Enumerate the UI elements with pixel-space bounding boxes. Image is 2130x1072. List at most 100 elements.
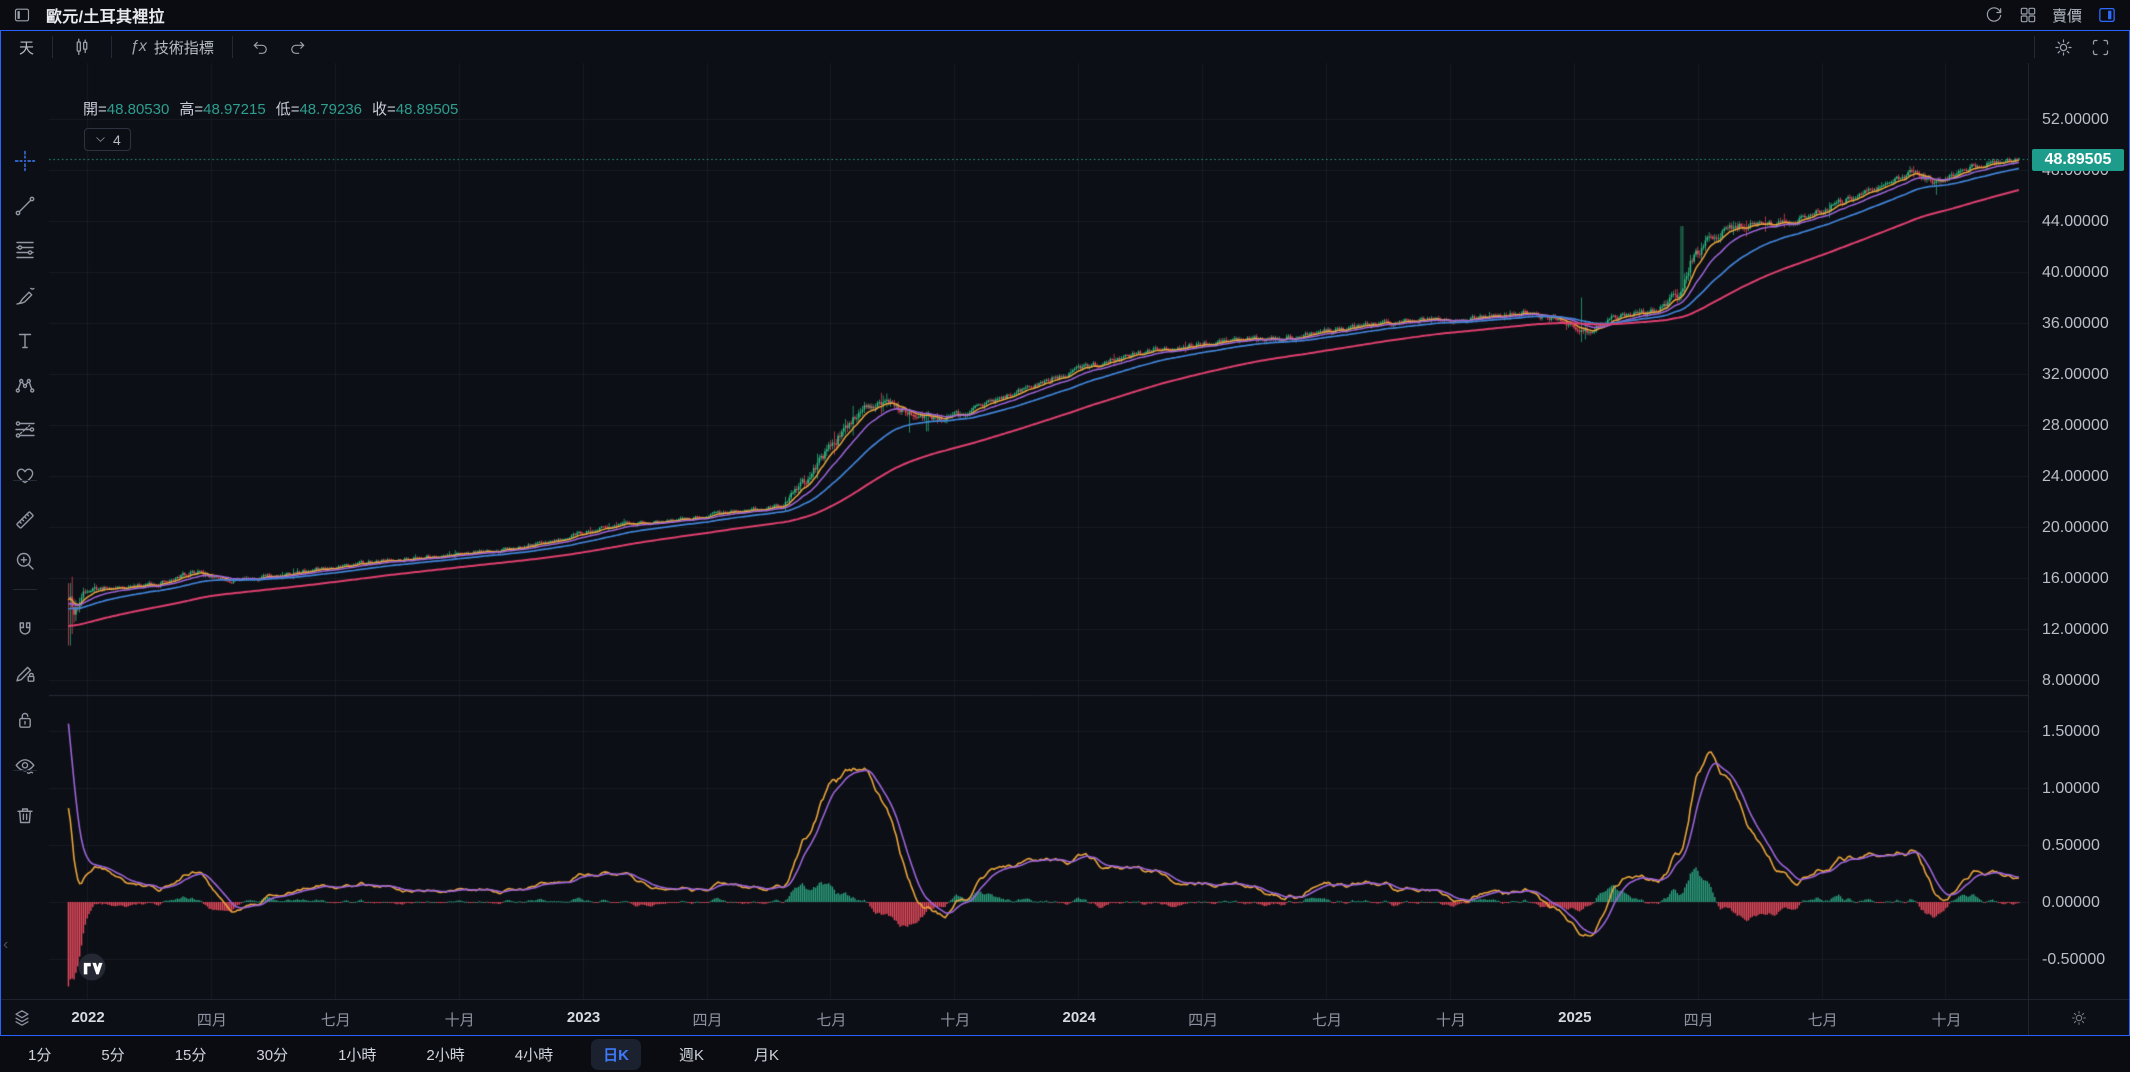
layers-icon[interactable] (11, 1007, 33, 1029)
chevron-down-icon (94, 133, 107, 146)
price-tick: 36.00000 (2042, 315, 2109, 332)
legend-value: 48.79236 (299, 101, 363, 118)
time-tick-month: 七月 (320, 1012, 351, 1029)
toolbar-divider (13, 480, 37, 481)
legend-value: 48.89505 (395, 101, 459, 118)
redo-button[interactable] (279, 33, 315, 61)
gear-small-icon (2070, 1009, 2088, 1027)
interval-button-月K[interactable]: 月K (742, 1039, 791, 1070)
toolbar-separator (52, 36, 54, 58)
time-tick-year: 2023 (566, 1009, 601, 1026)
fullscreen-icon (2090, 37, 2111, 58)
xabcd-pattern-icon (13, 373, 37, 397)
price-tick: 8.00000 (2042, 672, 2100, 689)
chart-canvas[interactable] (49, 63, 2028, 999)
lock-icon (13, 708, 37, 732)
price-tick: 20.00000 (2042, 519, 2109, 536)
interval-button[interactable]: 天 (11, 33, 42, 62)
price-tick: 0.50000 (2042, 837, 2100, 854)
trend-line-tool-button[interactable] (9, 190, 41, 222)
legend-key: 高= (179, 101, 204, 118)
settings-button[interactable] (2045, 33, 2082, 62)
indicators-collapse-button[interactable]: 4 (84, 128, 131, 151)
text-tool-button[interactable] (9, 325, 41, 357)
interval-button-5分[interactable]: 5分 (89, 1039, 136, 1070)
scroll-left-hint[interactable]: ‹ (3, 936, 9, 953)
price-tick: 0.00000 (2042, 894, 2100, 911)
brush-tool-button[interactable] (9, 280, 41, 312)
gear-icon (2053, 37, 2074, 58)
time-tick-year: 2025 (1558, 1009, 1592, 1026)
ohlc-legend: 開=48.80530 高=48.97215 低=48.79236 收=48.89505 (83, 98, 468, 119)
interval-button-4小時[interactable]: 4小時 (503, 1039, 565, 1070)
drawing-lock-tool-button[interactable] (9, 657, 41, 689)
time-tick-month: 十月 (1931, 1012, 1962, 1029)
interval-button-30分[interactable]: 30分 (244, 1039, 300, 1070)
toolbar-separator (111, 36, 113, 58)
interval-button-2小時[interactable]: 2小時 (414, 1039, 476, 1070)
trash-icon (13, 803, 37, 827)
indicators-button[interactable]: ƒx 技術指標 (122, 33, 222, 62)
toolbar-separator (2034, 36, 2035, 58)
layout-grid-icon[interactable] (2018, 5, 2038, 25)
emoji-tool-button[interactable] (9, 459, 41, 491)
price-tick: 32.00000 (2042, 366, 2109, 383)
eye-tool-button[interactable] (9, 749, 41, 781)
interval-button-日K[interactable]: 日K (591, 1038, 641, 1070)
long-position-icon (13, 418, 37, 442)
panel-right-icon[interactable] (2096, 4, 2118, 26)
interval-button-週K[interactable]: 週K (667, 1039, 716, 1070)
price-scale[interactable]: 48.89505 52.0000048.0000044.0000040.0000… (2028, 63, 2129, 999)
long-position-tool-button[interactable] (9, 414, 41, 446)
app-header: 歐元/土耳其裡拉 賣價 (0, 0, 2130, 30)
time-tick-month: 七月 (816, 1012, 847, 1029)
crosshair-icon (13, 149, 37, 173)
redo-icon (287, 37, 307, 57)
trash-tool-button[interactable] (9, 799, 41, 831)
legend-key: 低= (275, 101, 300, 118)
price-tick: 1.50000 (2042, 723, 2100, 740)
legend-key: 收= (372, 101, 396, 118)
interval-button-1分[interactable]: 1分 (16, 1039, 63, 1070)
tradingview-logo[interactable] (74, 949, 110, 985)
time-tick-year: 2022 (71, 1009, 105, 1026)
magnet-tool-button[interactable] (9, 615, 41, 647)
interval-button-15分[interactable]: 15分 (163, 1039, 219, 1070)
ruler-tool-button[interactable] (9, 504, 41, 536)
panel-left-icon[interactable] (12, 5, 32, 25)
drawing-toolbar (1, 63, 49, 999)
sell-price-label[interactable]: 賣價 (2051, 7, 2082, 25)
fullscreen-button[interactable] (2082, 33, 2119, 62)
undo-icon (251, 37, 271, 57)
interval-bar: 1分 5分 15分 30分 1小時 2小時 4小時 日K 週K 月K (0, 1036, 2130, 1072)
time-axis[interactable]: 2022 四月 七月 十月 2023 四月 七月 十月 2024 四月 七月 十月 2025 四月 七月 十月 (1, 999, 2028, 1035)
price-tick: 16.00000 (2042, 570, 2109, 587)
legend-value: 48.80530 (106, 101, 170, 118)
drawing-lock-icon (13, 661, 37, 685)
interval-button-1小時[interactable]: 1小時 (326, 1039, 388, 1070)
legend-value: 48.97215 (203, 101, 266, 118)
candles-icon (71, 36, 93, 58)
crosshair-tool-button[interactable] (9, 145, 41, 177)
legend-key: 開= (83, 101, 107, 118)
xabcd-pattern-tool-button[interactable] (9, 369, 41, 401)
time-tick-month: 四月 (1683, 1012, 1714, 1029)
axis-settings-corner[interactable] (2028, 999, 2129, 1035)
time-tick-month: 四月 (1188, 1012, 1219, 1029)
time-tick-month: 十月 (1435, 1012, 1466, 1029)
chart-style-button[interactable] (63, 32, 101, 62)
time-tick-month: 七月 (1311, 1012, 1343, 1029)
magnet-icon (13, 619, 37, 643)
symbol-title: 歐元/土耳其裡拉 (46, 9, 165, 26)
toolbar-separator (231, 36, 233, 58)
interval-label: 天 (19, 39, 35, 57)
lock-tool-button[interactable] (9, 704, 41, 736)
time-tick-year: 2024 (1062, 1009, 1096, 1026)
refresh-icon[interactable] (1984, 5, 2004, 25)
zoom-in-tool-button[interactable] (9, 545, 41, 577)
price-tick: 1.00000 (2042, 780, 2100, 797)
fib-retracement-tool-button[interactable] (9, 234, 41, 266)
undo-button[interactable] (243, 33, 279, 61)
toolbar-left-group: 天 ƒx 技術指標 (11, 32, 315, 62)
